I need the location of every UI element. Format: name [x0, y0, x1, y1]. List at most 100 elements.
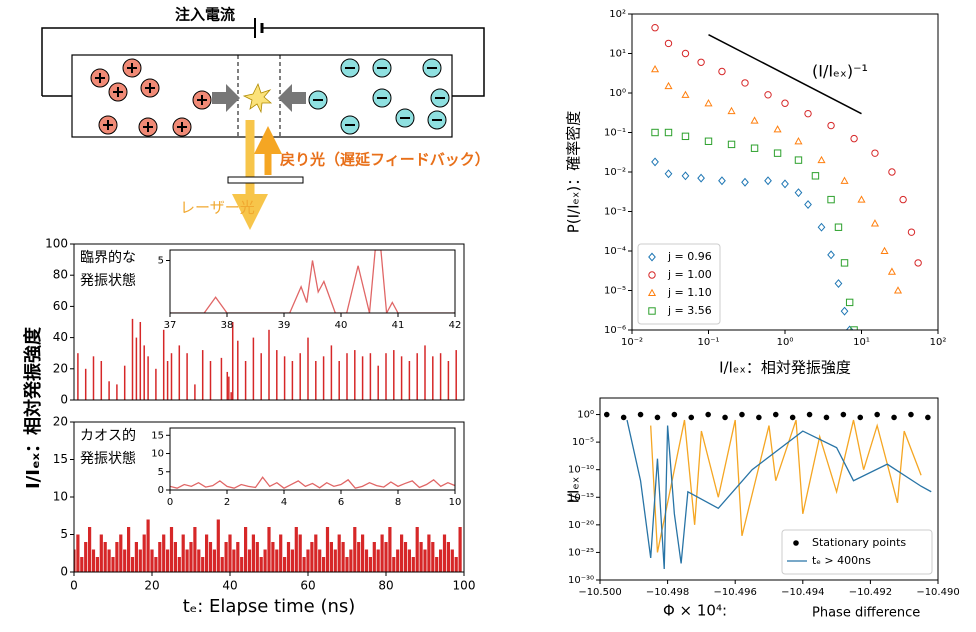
plot-frame	[169, 427, 456, 491]
point	[718, 67, 726, 76]
electron-arrow	[278, 84, 306, 112]
point	[827, 195, 835, 204]
point	[840, 306, 849, 316]
point	[671, 411, 678, 418]
x-axis-label: Φ × 10⁴:	[663, 602, 727, 620]
y-tick-label: 0	[60, 565, 68, 579]
point	[845, 325, 854, 330]
point	[697, 173, 705, 183]
point	[620, 414, 627, 421]
x-tick-label: 20	[144, 579, 159, 593]
circuit-wire	[41, 27, 485, 97]
point	[893, 286, 903, 294]
point	[664, 128, 673, 137]
point	[741, 177, 749, 187]
x-tick-label: 38	[221, 320, 234, 331]
x-tick-label: 0	[167, 497, 173, 508]
series-line	[626, 419, 932, 570]
y-tick-label: 10⁻²⁰	[568, 520, 594, 531]
y-tick-label: 10⁻²	[604, 167, 626, 178]
point	[811, 172, 820, 180]
point	[705, 411, 711, 418]
annotation: カオス的	[80, 428, 136, 444]
x-tick-label: 10	[449, 497, 462, 508]
point	[772, 411, 779, 418]
y-tick-label: 100	[45, 237, 68, 251]
point	[840, 176, 849, 184]
y-tick-label: 10⁻⁵	[604, 286, 626, 297]
y-axis-label: I/Iₑₓ	[565, 477, 583, 504]
y-tick-label: 5	[158, 467, 164, 478]
point	[704, 137, 713, 145]
x-tick-label: 4	[281, 497, 287, 508]
y-tick-label: 15	[53, 452, 68, 466]
point	[727, 140, 736, 149]
point	[899, 195, 907, 204]
x-tick-label: 40	[222, 579, 237, 593]
x-axis-label: I/Iₑₓ：相対発振強度	[719, 359, 851, 377]
plot-frame	[599, 397, 939, 581]
annotation: (I/Iₑₓ)⁻¹	[812, 62, 868, 81]
plot-area	[74, 519, 462, 572]
hole-arrow	[212, 84, 240, 112]
y-tick-label: 10⁻¹⁰	[568, 465, 594, 476]
point	[681, 90, 690, 98]
point	[704, 99, 713, 107]
y-tick-label: 10⁻⁴	[604, 246, 626, 257]
plot-frame	[631, 13, 939, 331]
point	[827, 250, 835, 260]
point	[654, 414, 661, 421]
point	[764, 91, 772, 99]
legend-label: j = 3.56	[667, 304, 712, 317]
point	[750, 144, 759, 152]
inset-background	[170, 428, 455, 490]
x-tick-label: 10¹	[853, 337, 870, 348]
point	[874, 411, 880, 418]
plot-area	[650, 23, 922, 330]
laser-diagram: 注入電流 戻り光（遅延フィードバック） レーザー光	[41, 6, 490, 230]
point	[664, 81, 673, 90]
point	[908, 411, 914, 418]
x-tick-label: −10.492	[849, 587, 892, 598]
point	[794, 156, 803, 164]
y-tick-label: 10⁻⁵	[572, 437, 594, 448]
y-tick-label: 10⁰	[609, 88, 626, 99]
point	[603, 411, 610, 418]
y-tick-label: 5	[158, 256, 164, 267]
point	[756, 414, 762, 421]
emission-star	[242, 82, 273, 114]
plot-area	[170, 476, 455, 489]
current-label: 注入電流	[175, 6, 235, 24]
point	[750, 116, 759, 124]
point	[794, 137, 803, 145]
point	[817, 222, 826, 232]
y-tick-label: 5	[60, 527, 68, 541]
x-tick-label: 37	[164, 320, 177, 331]
plot-frame	[73, 243, 465, 401]
point	[722, 414, 728, 421]
annotation: 発振状態	[80, 273, 136, 289]
point	[741, 79, 749, 87]
x-axis-note: Phase difference	[812, 606, 920, 621]
y-tick-label: 10	[151, 449, 164, 460]
legend-label: j = 0.96	[667, 250, 712, 263]
point	[880, 246, 889, 255]
point	[834, 223, 843, 231]
point	[739, 411, 745, 418]
y-tick-label: 10⁻¹	[604, 128, 626, 139]
point	[857, 414, 864, 421]
x-tick-label: 40	[335, 320, 348, 331]
series-line	[650, 419, 922, 553]
point	[681, 132, 690, 141]
point	[781, 99, 789, 107]
x-tick-label: 41	[392, 320, 405, 331]
x-tick-label: −10.496	[714, 587, 757, 598]
x-tick-label: 6	[338, 497, 344, 508]
legend-box	[781, 529, 933, 575]
x-axis-label: tₑ: Elapse time (ns)	[183, 596, 356, 617]
legend-label: tₑ > 400ns	[812, 554, 871, 567]
point	[925, 414, 931, 421]
y-tick-label: 15	[151, 430, 164, 441]
laser-label: レーザー光	[180, 199, 255, 217]
x-tick-label: 2	[224, 497, 230, 508]
